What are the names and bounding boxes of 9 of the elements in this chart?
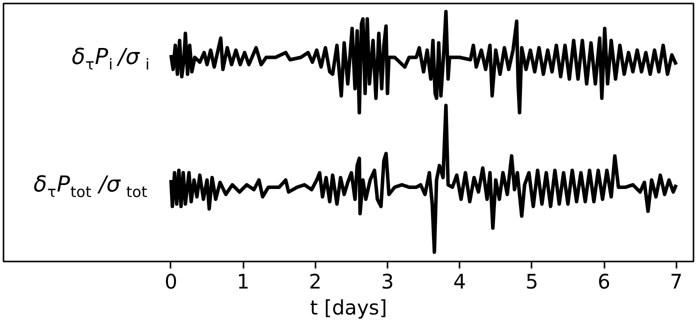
x-axis-title: t [days] <box>310 296 388 320</box>
x-tick-label: 1 <box>236 270 250 294</box>
x-tick-label: 0 <box>164 270 178 294</box>
x-tick-label: 2 <box>308 270 322 294</box>
x-tick-label: 6 <box>598 270 610 294</box>
x-tick-label: 5 <box>525 270 538 294</box>
x-tick-label: 3 <box>381 270 394 294</box>
x-tick-label: 7 <box>670 270 683 294</box>
x-tick-label: 4 <box>453 270 466 294</box>
